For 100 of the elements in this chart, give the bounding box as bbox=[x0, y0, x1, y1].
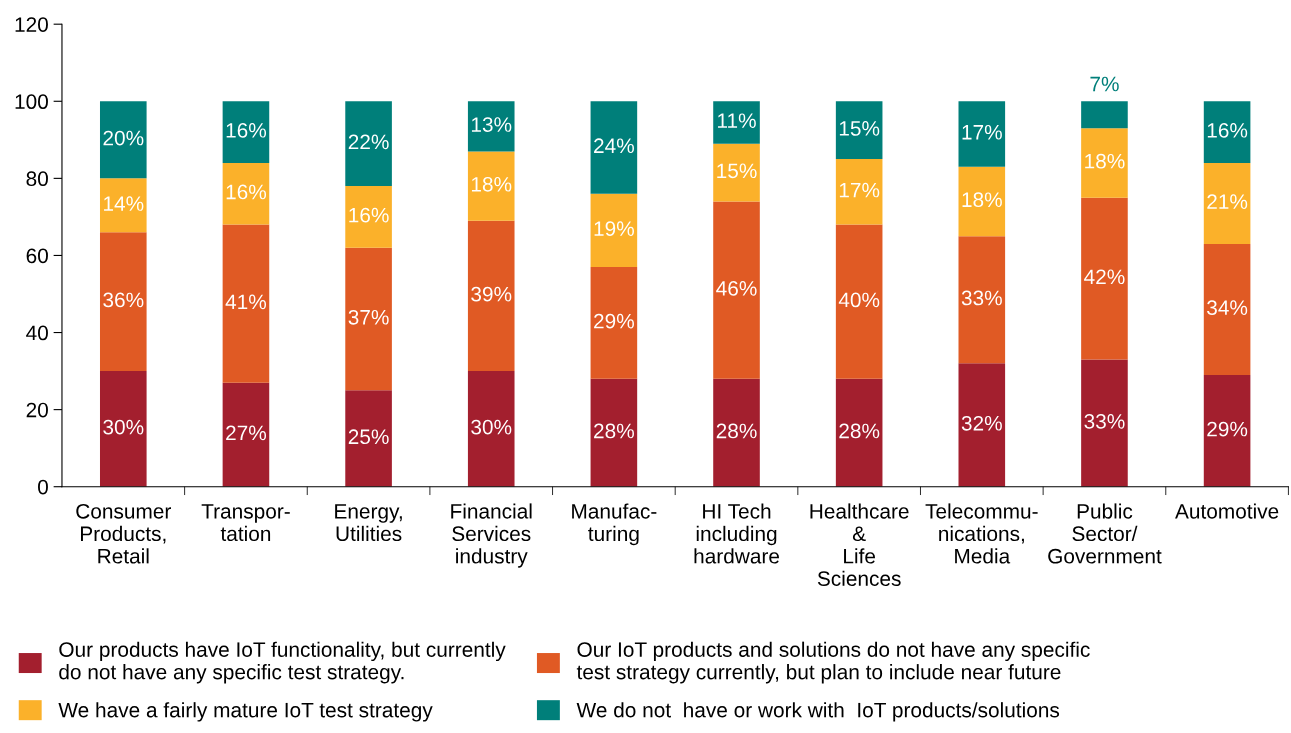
data-label: 18% bbox=[471, 176, 512, 192]
data-label: 25% bbox=[348, 429, 389, 445]
data-label: 16% bbox=[1207, 122, 1248, 138]
legend-label: Our IoT products and solutions do not have any specific test strategy currently, but plan to include near future bbox=[576, 641, 1090, 684]
data-label: 15% bbox=[839, 121, 880, 136]
bar bbox=[590, 267, 638, 379]
bar bbox=[958, 166, 1006, 237]
data-label: 30% bbox=[103, 419, 144, 435]
bar bbox=[590, 193, 638, 268]
y-tick-label: 20 bbox=[26, 402, 48, 418]
bar bbox=[345, 390, 392, 487]
bar bbox=[345, 186, 392, 248]
data-label: 16% bbox=[226, 122, 267, 138]
data-label: 46% bbox=[716, 280, 757, 296]
bar bbox=[222, 382, 270, 487]
data-label: 33% bbox=[961, 290, 1002, 306]
data-label: 28% bbox=[839, 423, 880, 439]
bar bbox=[99, 232, 147, 372]
bar bbox=[835, 101, 883, 160]
bar bbox=[590, 101, 638, 194]
x-tick-label: Energy, Utilities bbox=[335, 504, 402, 542]
bar bbox=[345, 101, 392, 187]
y-tick-label: 60 bbox=[26, 248, 48, 264]
data-label: 29% bbox=[594, 313, 634, 329]
y-tick-label: 40 bbox=[26, 325, 48, 341]
data-label: 22% bbox=[348, 134, 389, 150]
y-tick-label: 120 bbox=[15, 17, 48, 32]
y-tick-label: 80 bbox=[26, 171, 48, 187]
data-label: 24% bbox=[594, 138, 634, 154]
bar bbox=[713, 378, 760, 487]
bar bbox=[835, 378, 883, 487]
bar bbox=[1203, 374, 1251, 487]
x-tick-label: Financial Services industry bbox=[451, 503, 532, 568]
data-label: 21% bbox=[1207, 194, 1248, 209]
bar bbox=[1081, 359, 1128, 487]
data-label: 33% bbox=[1084, 413, 1125, 429]
data-label: 17% bbox=[839, 182, 880, 198]
bar bbox=[713, 101, 760, 144]
bar bbox=[958, 236, 1006, 364]
data-label: 40% bbox=[838, 292, 880, 308]
bar bbox=[222, 101, 270, 163]
x-tick-label: Public Sector/ Government bbox=[1048, 503, 1162, 564]
bar bbox=[1081, 128, 1128, 198]
bar bbox=[467, 101, 515, 152]
bar bbox=[835, 224, 883, 379]
data-label: 13% bbox=[471, 117, 512, 132]
x-tick-label: Automotive bbox=[1175, 503, 1279, 519]
data-label: 27% bbox=[226, 425, 267, 441]
bar bbox=[1081, 101, 1128, 129]
y-tick-label: 100 bbox=[15, 94, 48, 110]
x-tick-label: Transpor- tation bbox=[201, 504, 290, 542]
y-tick-label: 0 bbox=[38, 479, 48, 495]
x-tick-label: Consumer Products, Retail bbox=[76, 503, 171, 564]
data-label: 18% bbox=[1085, 153, 1125, 169]
bar bbox=[1203, 162, 1251, 244]
bar bbox=[1081, 197, 1128, 360]
data-label: 16% bbox=[226, 184, 267, 200]
data-label: 28% bbox=[594, 423, 634, 439]
bar bbox=[713, 201, 760, 379]
x-tick-label: Manufac- turing bbox=[572, 503, 657, 546]
bar bbox=[958, 363, 1006, 487]
legend-label: Our products have IoT functionality, but currently do not have any specific test strategy. bbox=[59, 641, 506, 684]
data-label: 28% bbox=[716, 423, 757, 439]
data-label: 29% bbox=[1207, 421, 1248, 437]
bar bbox=[222, 224, 270, 383]
bar bbox=[467, 371, 515, 487]
data-label: 42% bbox=[1084, 269, 1125, 285]
legend-label: We do not have or work with IoT products/solutions bbox=[576, 702, 1060, 722]
data-label: 14% bbox=[104, 196, 144, 211]
data-label: 41% bbox=[225, 294, 267, 310]
bar bbox=[590, 378, 638, 487]
bar bbox=[99, 371, 147, 487]
bar bbox=[467, 151, 515, 221]
bar bbox=[345, 247, 392, 391]
data-label: 16% bbox=[349, 207, 389, 223]
bar bbox=[958, 101, 1006, 167]
data-label: 18% bbox=[962, 192, 1002, 208]
data-label: 39% bbox=[471, 286, 512, 302]
bar bbox=[467, 220, 515, 372]
bar bbox=[1203, 243, 1251, 375]
bar bbox=[222, 162, 270, 225]
bar bbox=[99, 178, 147, 233]
bar bbox=[99, 101, 147, 179]
data-label: 37% bbox=[348, 309, 389, 325]
data-label: 36% bbox=[103, 292, 144, 308]
x-tick-label: Telecommu- nications, Media bbox=[925, 503, 1038, 564]
data-label: 17% bbox=[962, 124, 1002, 140]
data-label: 20% bbox=[103, 130, 144, 146]
x-tick-label: HI Tech including hardware bbox=[694, 503, 780, 564]
bar bbox=[835, 159, 883, 225]
data-label: 19% bbox=[594, 221, 634, 236]
data-label: 11% bbox=[718, 113, 756, 128]
data-label: 34% bbox=[1207, 300, 1248, 315]
bar bbox=[713, 143, 760, 202]
data-label: 32% bbox=[961, 415, 1002, 431]
data-label: 15% bbox=[717, 163, 757, 179]
data-label: 30% bbox=[471, 419, 512, 435]
legend-label: We have a fairly mature IoT test strategy bbox=[58, 702, 433, 722]
data-label: 7% bbox=[1090, 76, 1119, 92]
bar bbox=[1203, 101, 1251, 163]
